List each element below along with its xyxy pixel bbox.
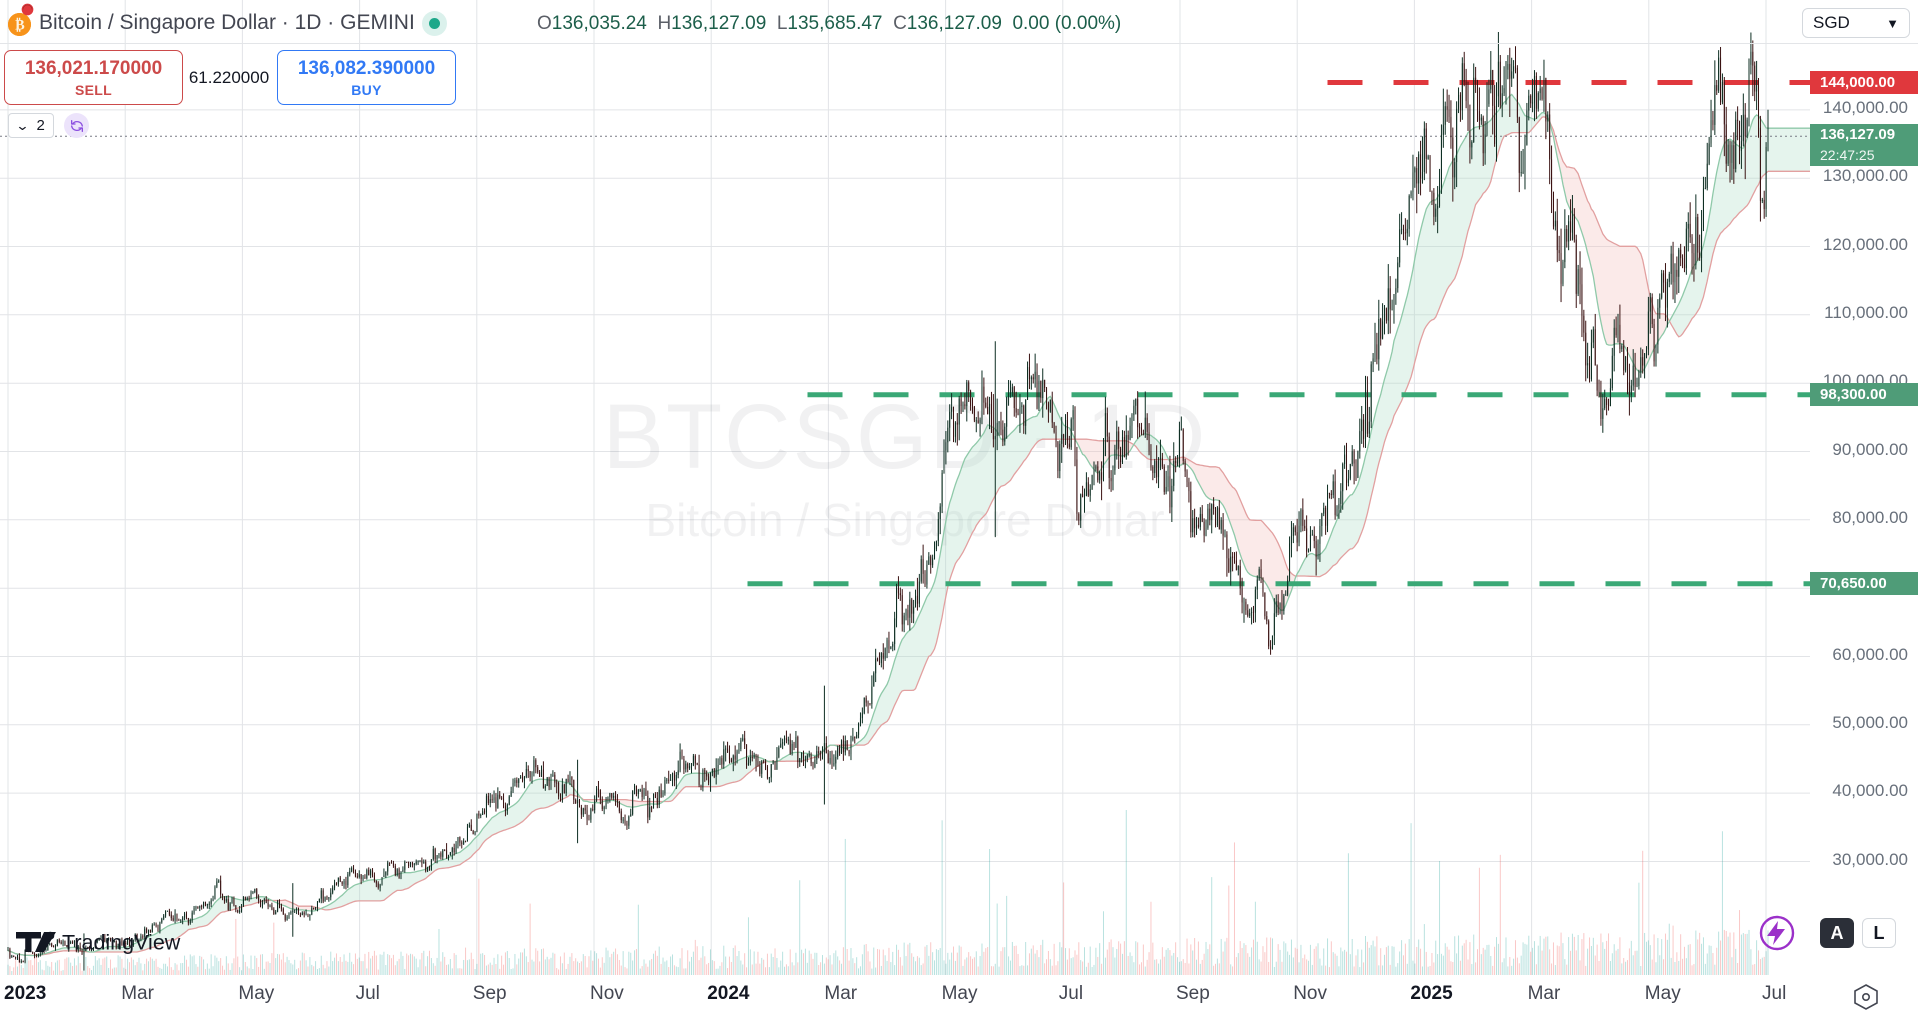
svg-text:Bitcoin / Singapore Dollar: Bitcoin / Singapore Dollar (645, 494, 1164, 546)
svg-text:TradingView: TradingView (62, 931, 181, 955)
svg-text:₿: ₿ (15, 18, 25, 34)
